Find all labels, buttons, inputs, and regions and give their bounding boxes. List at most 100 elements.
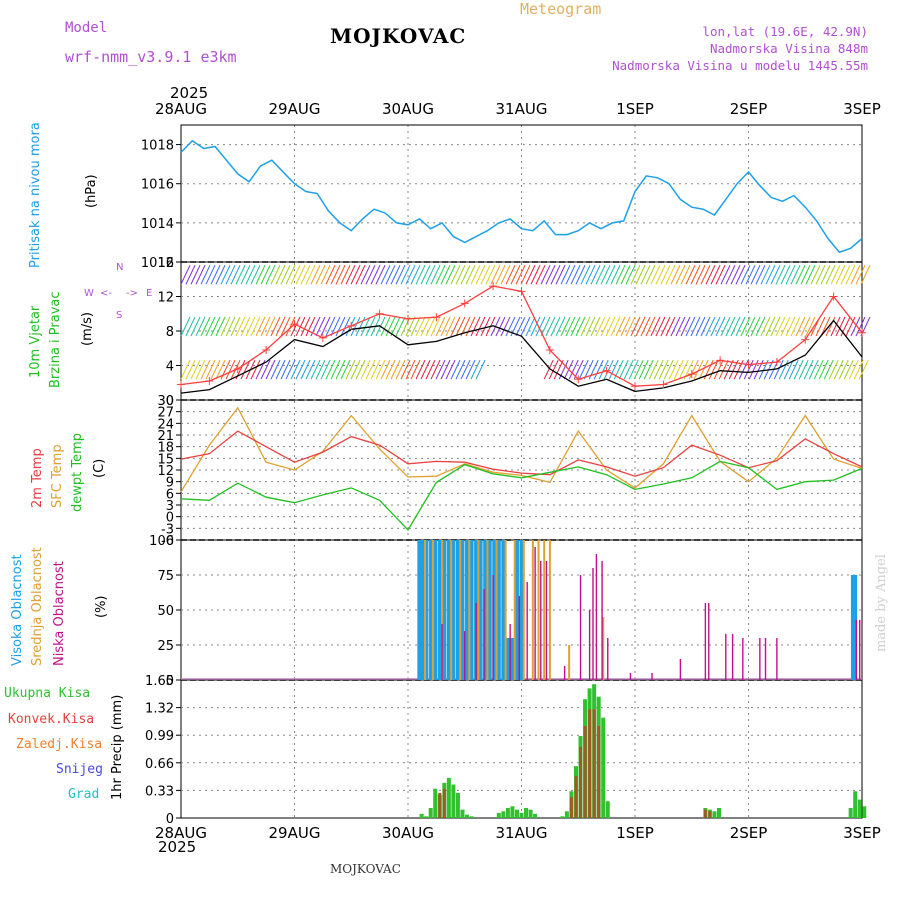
wind-barb (475, 265, 486, 285)
x-tick-top-29AUG: 29AUG (269, 100, 321, 118)
wind-barb (585, 265, 596, 285)
wind-barb (595, 265, 606, 285)
wind-barb (425, 316, 436, 337)
wind-barb (843, 359, 854, 380)
wind-barb (715, 265, 726, 285)
wind-barb (725, 316, 736, 337)
y-tick-label-4-1.65: 1.65 (145, 674, 174, 689)
wind-barb (708, 359, 719, 380)
wind-barb (220, 316, 231, 337)
x-tick-bottom-3SEP: 3SEP (843, 824, 881, 842)
cloud-bar-2 (441, 624, 443, 680)
wind-barb (645, 265, 656, 285)
cloud-bar-2 (475, 603, 477, 680)
wind-speed-marker (716, 356, 725, 365)
wind-barb (693, 359, 704, 380)
cloud-bar-2 (759, 638, 761, 680)
wind-barb (630, 316, 641, 337)
x-tick-bottom-30AUG: 30AUG (382, 824, 434, 842)
wind-barb (320, 265, 331, 285)
wind-speed-marker (829, 292, 838, 301)
wind-barb (555, 316, 566, 337)
wind-barb (510, 265, 521, 285)
wind-barb (355, 265, 366, 285)
wind-speed-marker (602, 366, 611, 375)
wind-barb (828, 359, 839, 380)
wind-barb (663, 359, 674, 380)
wind-barb (605, 265, 616, 285)
wind-barb (455, 316, 466, 337)
cloud-bar-0 (428, 540, 433, 680)
cloud-bar-0 (514, 540, 519, 680)
wind-barb (300, 359, 311, 380)
wind-barb (430, 359, 441, 380)
wind-barb (615, 265, 626, 285)
wind-barb (815, 265, 826, 285)
precip-bar-1 (583, 726, 587, 818)
wind-barb (530, 316, 541, 337)
wind-barb (425, 359, 436, 380)
cloud-bar-2 (518, 596, 520, 680)
wind-barb (460, 359, 471, 380)
wind-barb (555, 265, 566, 285)
wind-speed-marker (432, 313, 441, 322)
wind-barb (185, 359, 196, 380)
precip-bar-0 (424, 816, 429, 818)
wind-barb (540, 316, 551, 337)
wind-barb (410, 359, 421, 380)
wind-barb (265, 316, 276, 337)
wind-barb (710, 265, 721, 285)
wind-barb (305, 265, 316, 285)
wind-barb (420, 359, 431, 380)
wind-speed-marker (858, 328, 866, 337)
wind-barb (415, 316, 426, 337)
year-top: 2025 (170, 84, 209, 102)
wind-barb (225, 316, 236, 337)
precip-bar-0 (460, 809, 465, 818)
wind-barb (325, 316, 336, 337)
y-tick-label-4-0: 0 (166, 812, 174, 827)
cloud-bar-0 (420, 540, 425, 680)
y-tick-label-2-0: 0 (166, 511, 174, 526)
wind-barb (290, 359, 301, 380)
wind-speed-marker (375, 309, 384, 318)
wind-barb (295, 265, 306, 285)
wind-barb (410, 265, 421, 285)
y-tick-label-3-25: 25 (157, 639, 174, 654)
cloud-bar-0 (501, 540, 506, 680)
wind-barb (500, 265, 511, 285)
wind-barb (395, 359, 406, 380)
wind-barb (315, 265, 326, 285)
wind-barb (505, 265, 516, 285)
wind-barb (680, 316, 691, 337)
wind-barb (615, 316, 626, 337)
cloud-bar-2 (764, 638, 767, 680)
wind-barb (855, 316, 866, 337)
wind-barb (635, 265, 646, 285)
cloud-bar-1 (441, 540, 444, 680)
wind-barb (465, 316, 476, 337)
wind-barb (225, 359, 236, 380)
wind-barb (660, 316, 671, 337)
wind-barb (330, 316, 341, 337)
wind-barb (460, 265, 471, 285)
wind-barb (355, 316, 366, 337)
precip-bar-0 (505, 807, 510, 818)
wind-barb (835, 316, 846, 337)
cloud-bar-2 (526, 582, 528, 680)
wind-barb (845, 316, 856, 337)
series-line-dewpt-temp (180, 460, 863, 531)
wind-barb (840, 265, 851, 285)
y-tick-label-4-0.99: 0.99 (145, 729, 174, 744)
cloud-bar-0 (505, 638, 510, 680)
wind-barb (300, 316, 311, 337)
wind-barb (255, 316, 266, 337)
wind-barb (335, 316, 346, 337)
cloud-bar-1 (431, 540, 434, 680)
wind-barb (225, 265, 236, 285)
wind-barb (700, 265, 711, 285)
wind-barb (340, 316, 351, 337)
wind-barb (530, 265, 541, 285)
cloud-bar-2 (607, 638, 609, 680)
wind-barb (618, 359, 629, 380)
